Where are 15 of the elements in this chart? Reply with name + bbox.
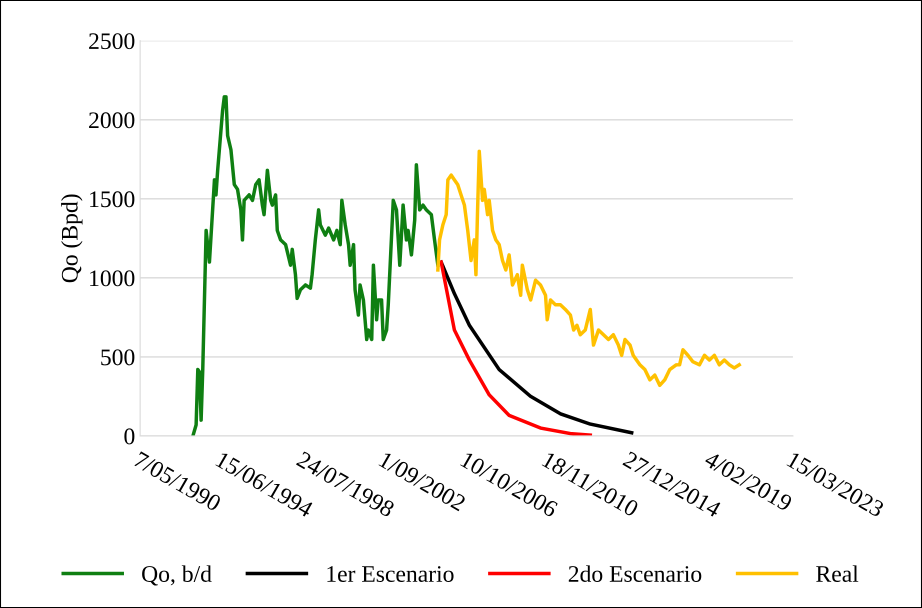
y-tick-label: 2500 [89,33,134,50]
line-series [439,260,592,436]
legend-label: Qo, b/d [142,565,212,586]
legend-label: 1er Escenario [327,566,454,582]
y-tick-label: 500 [101,349,134,366]
line-series [191,95,440,436]
y-tick-label: 2000 [89,112,134,128]
legend-label: Real [816,565,858,582]
y-tick-label: 0 [124,428,134,444]
legend-label: 2do Escenario [568,565,702,582]
y-tick-label: 1500 [90,191,134,208]
line-series [436,150,741,388]
line-series [439,260,634,435]
y-axis-title: Qo (Bpd) [61,194,83,282]
y-tick-label: 1000 [90,270,134,286]
